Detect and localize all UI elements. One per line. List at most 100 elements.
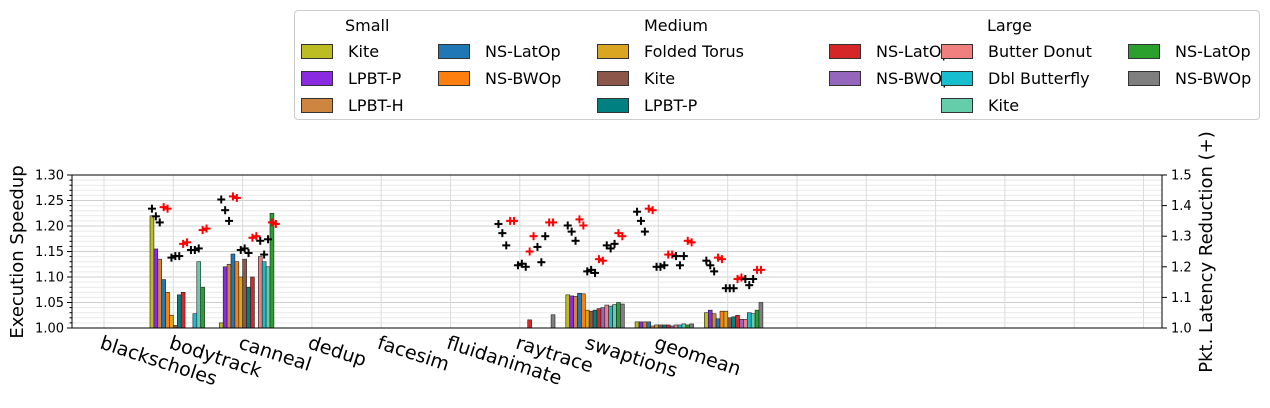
bar-raytrace-0 [565, 294, 570, 329]
latency-markers [147, 192, 765, 293]
latency-marker-swaptions-12 [679, 252, 688, 261]
latency-marker-fluidanimate-4 [510, 216, 519, 225]
latency-marker-bodytrack-6 [240, 244, 249, 253]
legend-swatch [597, 98, 629, 113]
bar-raytrace-13 [616, 302, 621, 329]
bar-geomean-6 [727, 317, 732, 329]
right-tick-label: 1.5 [1171, 169, 1192, 184]
legend-item: NS-BWOp [1128, 69, 1251, 88]
latency-marker-swaptions-3 [644, 204, 653, 213]
right-tick-label: 1.2 [1171, 260, 1192, 275]
bar-bodytrack-5 [238, 276, 244, 329]
legend-item: Folded Torus [597, 42, 744, 61]
bar-bodytrack-1 [222, 266, 228, 329]
legend-swatch [829, 71, 861, 86]
legend: Small Medium Large Kite LPBT-P LPBT-H NS-LatOp… [294, 10, 1260, 120]
right-tick-label: 1.0 [1171, 322, 1192, 337]
y-axis-left-label: Execution Speedup [7, 165, 28, 338]
latency-marker-raytrace-5 [583, 267, 592, 276]
legend-swatch [941, 98, 973, 113]
left-tick-label: 1.25 [35, 194, 64, 209]
bar-geomean-4 [719, 310, 725, 329]
legend-label: Kite [348, 42, 380, 61]
latency-marker-swaptions-14 [687, 238, 696, 247]
bar-bodytrack-0 [219, 322, 224, 329]
bar-swaptions-0 [634, 321, 640, 329]
bar-geomean-11 [746, 312, 752, 329]
bar-blackscholes-8 [180, 291, 186, 329]
latency-marker-raytrace-2 [571, 236, 580, 245]
latency-marker-swaptions-1 [636, 216, 645, 225]
latency-marker-bodytrack-3 [228, 192, 237, 201]
right-tick-label: 1.1 [1171, 291, 1192, 306]
legend-item: Kite [301, 42, 379, 61]
latency-marker-bodytrack-13 [267, 218, 276, 227]
legend-swatch [829, 44, 861, 59]
latency-marker-geomean-9 [737, 273, 746, 282]
latency-marker-bodytrack-14 [271, 219, 280, 228]
category-label: facesim [375, 332, 452, 376]
latency-marker-geomean-12 [749, 275, 758, 284]
latency-marker-geomean-14 [756, 265, 765, 274]
latency-marker-blackscholes-14 [202, 224, 211, 233]
bar-raytrace-7 [592, 309, 598, 329]
right-axis-ticks: 1.0 1.1 1.2 1.3 1.4 1.5 [1162, 169, 1192, 337]
bar-raytrace-12 [612, 304, 617, 329]
y-axis-right-label: Pkt. Latency Reduction (+) [1196, 131, 1217, 372]
latency-marker-geomean-1 [706, 261, 715, 270]
legend-label: NS-BWOp [485, 69, 562, 88]
legend-swatch [941, 71, 973, 86]
bar-bodytrack-2 [226, 263, 232, 329]
legend-item: Dbl Butterfly [941, 69, 1090, 88]
latency-marker-geomean-11 [745, 281, 754, 290]
latency-marker-raytrace-3 [575, 215, 584, 224]
legend-swatch [1128, 71, 1160, 86]
bar-raytrace-4 [581, 293, 586, 329]
latency-marker-bodytrack-8 [248, 233, 257, 242]
bar-bodytrack-11 [261, 261, 267, 329]
latency-marker-swaptions-10 [672, 252, 681, 261]
latency-marker-geomean-3 [714, 253, 723, 262]
bar-swaptions-12 [681, 323, 687, 329]
bar-geomean-12 [750, 313, 756, 329]
latency-marker-blackscholes-12 [194, 244, 203, 253]
bar-bodytrack-6 [242, 258, 247, 329]
legend-label: Folded Torus [644, 42, 745, 61]
legend-label: Dbl Butterfly [988, 69, 1090, 88]
legend-swatch [438, 71, 470, 86]
left-tick-label: 1.00 [35, 322, 64, 337]
latency-marker-bodytrack-9 [252, 232, 261, 241]
bar-geomean-9 [739, 319, 744, 329]
latency-marker-raytrace-4 [579, 221, 588, 230]
left-tick-label: 1.10 [35, 271, 64, 286]
legend-group-title: Large [987, 16, 1033, 35]
bar-bodytrack-4 [234, 261, 240, 329]
latency-marker-swaptions-4 [648, 206, 657, 215]
bar-swaptions-2 [642, 321, 648, 329]
latency-marker-bodytrack-0 [217, 195, 226, 204]
left-tick-label: 1.15 [35, 245, 64, 260]
latency-marker-swaptions-6 [656, 262, 665, 271]
latency-marker-geomean-0 [702, 256, 711, 265]
latency-marker-blackscholes-8 [179, 239, 188, 248]
legend-label: NS-LatOp [1175, 42, 1251, 61]
latency-marker-blackscholes-3 [159, 203, 168, 212]
bar-blackscholes-5 [169, 314, 174, 329]
legend-swatch [438, 44, 470, 59]
latency-marker-blackscholes-4 [163, 204, 172, 213]
legend-swatch [941, 44, 973, 59]
bar-blackscholes-3 [161, 279, 166, 329]
latency-marker-fluidanimate-0 [494, 219, 503, 228]
legend-swatch [301, 71, 333, 86]
latency-marker-swaptions-2 [640, 227, 649, 236]
bar-raytrace-3 [577, 293, 582, 329]
latency-marker-geomean-8 [733, 275, 742, 284]
speedup-bars [149, 212, 764, 329]
latency-marker-bodytrack-7 [244, 249, 253, 258]
bar-raytrace-5 [584, 309, 590, 329]
bar-swaptions-14 [689, 323, 694, 329]
bar-bodytrack-10 [257, 256, 263, 329]
bar-bodytrack-3 [230, 253, 236, 329]
latency-marker-geomean-2 [710, 267, 719, 276]
latency-marker-bodytrack-12 [264, 235, 273, 244]
